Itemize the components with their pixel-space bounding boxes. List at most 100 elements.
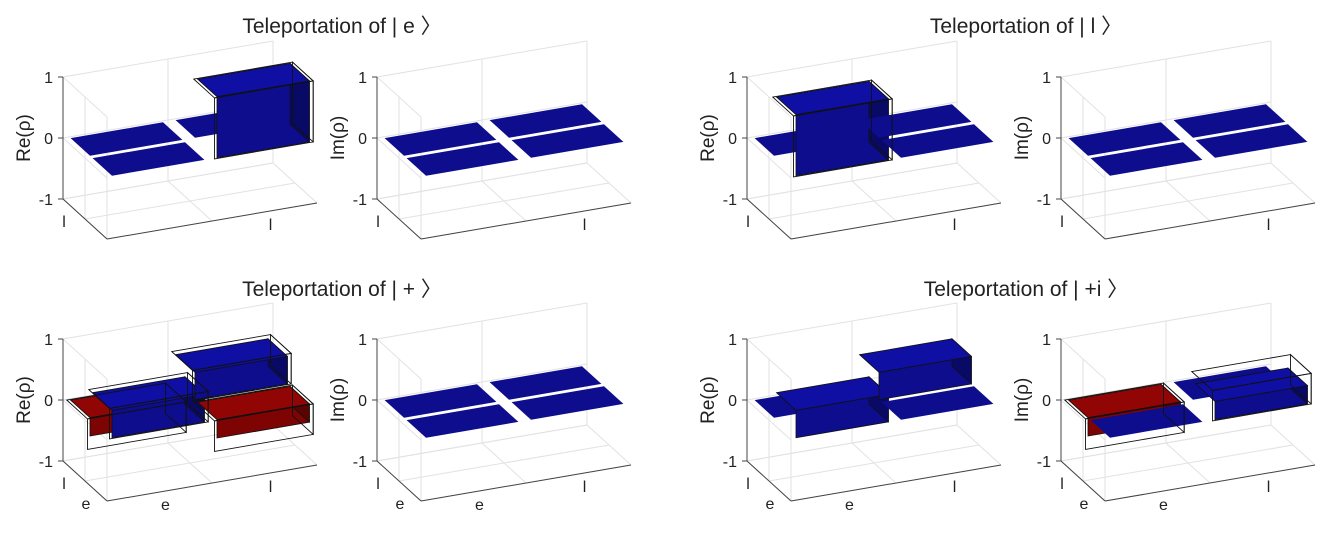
z-tick-label: 1: [728, 70, 737, 87]
bars: [1068, 104, 1308, 176]
z-tick-label: 1: [1042, 332, 1051, 349]
column-tick-label: l: [953, 217, 957, 234]
z-tick-label: -1: [1037, 454, 1051, 471]
z-tick-label: 0: [358, 131, 367, 148]
density-bar: [92, 142, 205, 176]
column-tick-label: e: [475, 497, 484, 514]
row-tick-label: l: [62, 214, 66, 231]
group-title-e: Teleportation of | e 〉: [242, 15, 441, 38]
density-bar: [1090, 404, 1203, 438]
panel-e-real-part: 1 0 -1 Re(ρ) l l: [14, 40, 318, 240]
bars: [754, 337, 994, 439]
z-tick-label: 0: [44, 131, 53, 148]
density-bar: [406, 142, 519, 176]
z-tick-label: -1: [1037, 192, 1051, 209]
density-bar: [881, 386, 994, 420]
density-bar: [511, 386, 624, 420]
z-axis-label: Im(ρ): [1012, 116, 1033, 161]
ideal-bar-outline: [192, 384, 315, 452]
density-bar: [1173, 104, 1286, 138]
group-title-plus-i: Teleportation of | +i 〉: [924, 278, 1128, 301]
ideal-outline: [65, 333, 315, 452]
ideal-bar-outline: [87, 371, 210, 440]
z-tick-label: 1: [1042, 70, 1051, 87]
density-bar: [1068, 122, 1181, 156]
panel-e-imaginary-part: 1 0 -1 Im(ρ) l l: [328, 40, 632, 240]
group-title-plus: Teleportation of | + 〉: [242, 278, 442, 301]
panel-plus-imaginary-part: 10-1Im(ρ)le el: [328, 302, 632, 514]
column-tick-label: l: [269, 217, 273, 234]
panel-plus-i-imaginary-part: 10-1Im(ρ)le el: [1012, 302, 1316, 514]
z-tick-label: 1: [358, 332, 367, 349]
bars: [70, 62, 311, 176]
density-bar: [1090, 142, 1203, 176]
group-title-l: Teleportation of | l 〉: [930, 15, 1122, 38]
z-tick-label: 0: [728, 131, 737, 148]
row-tick-label: e: [1080, 496, 1089, 513]
density-bar: [196, 385, 311, 439]
bars: [384, 104, 624, 176]
column-tick-label: e: [845, 497, 854, 514]
row-tick-label: l: [746, 214, 750, 231]
density-bar: [881, 124, 994, 158]
column-tick-label: e: [161, 497, 170, 514]
z-axis-label: Im(ρ): [328, 378, 349, 423]
bars: [384, 366, 624, 438]
bars: [754, 80, 994, 177]
column-tick-label: l: [583, 479, 587, 496]
bars: [69, 337, 311, 439]
z-tick-label: -1: [723, 192, 737, 209]
z-axis-label: Im(ρ): [328, 116, 349, 161]
z-tick-label: -1: [353, 454, 367, 471]
row-tick-label: l: [746, 476, 750, 493]
z-tick-label: 1: [358, 70, 367, 87]
row-tick-label: e: [82, 496, 91, 513]
density-bar: [1195, 124, 1308, 158]
z-tick-label: -1: [39, 454, 53, 471]
panel-plus-real-part: 10-1Re(ρ)le el: [14, 302, 318, 514]
row-tick-label: e: [766, 496, 775, 513]
column-tick-label: e: [1159, 497, 1168, 514]
row-tick-label: l: [376, 476, 380, 493]
column-tick-label: l: [1267, 217, 1271, 234]
z-axis-label: Re(ρ): [698, 114, 719, 162]
z-tick-label: 0: [358, 393, 367, 410]
column-tick-label: l: [583, 217, 587, 234]
z-tick-label: -1: [39, 192, 53, 209]
density-bar: [775, 375, 890, 439]
density-bar: [196, 62, 311, 159]
z-axis-label: Re(ρ): [698, 376, 719, 424]
column-tick-label: l: [953, 479, 957, 496]
row-tick-label: l: [1060, 476, 1064, 493]
row-tick-label: l: [376, 214, 380, 231]
ideal-outline: [1063, 353, 1313, 450]
z-tick-label: -1: [353, 192, 367, 209]
ideal-outline: [192, 61, 315, 160]
z-tick-label: 1: [728, 332, 737, 349]
density-bar: [174, 337, 289, 401]
panel-plus-i-real-part: 10-1Re(ρ)le el: [698, 302, 1002, 514]
z-axis-label: Re(ρ): [14, 376, 35, 424]
z-axis-label: Re(ρ): [14, 114, 35, 162]
ideal-bar-outline: [170, 333, 293, 402]
column-tick-label: l: [269, 479, 273, 496]
bars: [1067, 366, 1309, 438]
ideal-bar-outline: [192, 61, 315, 160]
ideal-bar-outline: [1190, 353, 1313, 422]
density-bar: [406, 404, 519, 438]
density-bar: [511, 124, 624, 158]
z-tick-label: 1: [44, 70, 53, 87]
density-bar: [489, 366, 602, 400]
panel-l-imaginary-part: 1 0 -1 Im(ρ) l l: [1012, 40, 1316, 240]
ideal-outline: [771, 79, 894, 178]
density-bar: [384, 122, 497, 156]
density-bar: [858, 337, 973, 401]
z-tick-label: 0: [44, 393, 53, 410]
row-tick-label: l: [1060, 214, 1064, 231]
density-bar: [489, 104, 602, 138]
density-bar: [70, 122, 183, 156]
panel-l-real-part: 1 0 -1 Re(ρ) l l: [698, 40, 1002, 240]
column-tick-label: l: [1267, 479, 1271, 496]
ideal-bar-outline: [1063, 382, 1186, 450]
